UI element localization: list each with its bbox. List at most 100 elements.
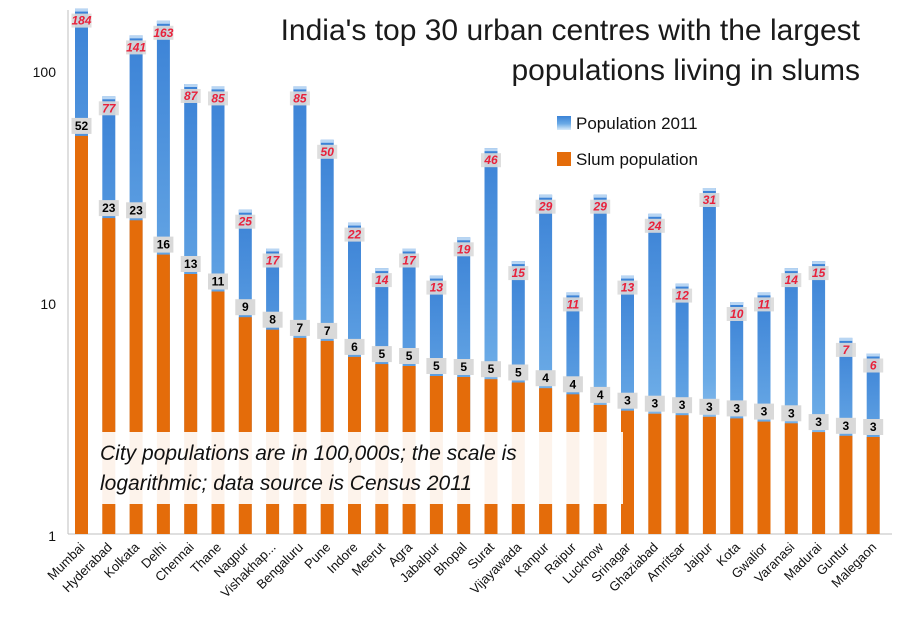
slum-label-bg-23 bbox=[699, 398, 720, 415]
slum-data-label-22: 3 bbox=[679, 398, 686, 412]
y-axis: 100 10 1 bbox=[33, 10, 69, 544]
slum-label-bg-3 bbox=[153, 236, 174, 253]
slum-data-label-18: 4 bbox=[570, 377, 577, 391]
population-bar-cap-0 bbox=[75, 8, 88, 12]
population-bar-cap-24 bbox=[730, 302, 744, 305]
slum-data-label-1: 23 bbox=[102, 201, 116, 215]
slum-label-bg-19 bbox=[590, 386, 611, 403]
slum-label-bg-9 bbox=[317, 322, 338, 339]
slum-data-label-0: 52 bbox=[75, 119, 89, 133]
population-bar-cap-16 bbox=[511, 261, 525, 265]
population-data-label-4: 87 bbox=[184, 89, 199, 103]
population-label-bg-14 bbox=[453, 242, 474, 257]
population-data-label-3: 163 bbox=[153, 26, 173, 40]
y-tick-label-100: 100 bbox=[33, 64, 57, 80]
slum-data-label-15: 5 bbox=[488, 362, 495, 376]
slum-label-bg-2 bbox=[126, 202, 147, 219]
annotation-background bbox=[88, 432, 623, 504]
population-label-bg-29 bbox=[863, 358, 884, 373]
population-data-label-23: 31 bbox=[703, 193, 717, 207]
slum-label-bg-21 bbox=[644, 395, 665, 412]
slum-data-label-25: 3 bbox=[761, 405, 768, 419]
population-data-label-1: 77 bbox=[102, 101, 117, 115]
slum-data-label-19: 4 bbox=[597, 388, 604, 402]
population-data-label-20: 13 bbox=[621, 281, 635, 295]
slum-label-bg-29 bbox=[863, 419, 884, 435]
population-data-label-2: 141 bbox=[126, 40, 146, 54]
slum-label-bg-4 bbox=[180, 256, 201, 272]
slum-data-label-10: 6 bbox=[351, 340, 358, 354]
population-data-label-12: 17 bbox=[402, 254, 417, 268]
slum-label-bg-13 bbox=[426, 358, 447, 374]
slum-bar-27 bbox=[812, 432, 826, 534]
legend-label-population: Population 2011 bbox=[576, 114, 698, 133]
slum-data-label-14: 5 bbox=[460, 360, 467, 374]
population-data-label-0: 184 bbox=[71, 14, 91, 28]
population-data-label-27: 15 bbox=[812, 266, 826, 280]
population-label-bg-1 bbox=[98, 101, 119, 116]
population-data-label-21: 24 bbox=[647, 219, 662, 233]
slum-label-bg-27 bbox=[808, 414, 829, 431]
population-label-bg-3 bbox=[153, 25, 174, 40]
population-data-label-6: 25 bbox=[238, 215, 253, 229]
slum-label-bg-22 bbox=[672, 397, 693, 414]
population-label-bg-2 bbox=[126, 40, 147, 55]
population-bar-cap-4 bbox=[184, 84, 198, 87]
slum-label-bg-26 bbox=[781, 405, 802, 422]
population-data-label-18: 11 bbox=[567, 297, 580, 311]
population-label-bg-12 bbox=[399, 253, 420, 268]
population-data-label-8: 85 bbox=[293, 91, 307, 105]
population-label-bg-5 bbox=[208, 91, 228, 106]
slum-label-bg-8 bbox=[289, 319, 310, 336]
slum-data-label-4: 13 bbox=[184, 257, 198, 271]
population-bar-cap-29 bbox=[866, 353, 880, 357]
slum-data-label-3: 16 bbox=[157, 238, 171, 252]
population-bar-cap-12 bbox=[402, 248, 416, 252]
population-data-label-13: 13 bbox=[430, 281, 444, 295]
population-label-bg-9 bbox=[317, 144, 338, 159]
population-bar-cap-26 bbox=[784, 268, 798, 272]
data-labels-layer: 1845277231412316316871385112591788575072… bbox=[71, 13, 884, 435]
slum-bar-0 bbox=[75, 135, 88, 534]
legend: Population 2011 Slum population bbox=[557, 114, 698, 169]
population-label-bg-25 bbox=[754, 297, 774, 312]
population-bar-cap-14 bbox=[457, 237, 471, 241]
slum-label-bg-28 bbox=[835, 417, 856, 434]
population-bar-cap-20 bbox=[621, 275, 634, 279]
slum-data-label-5: 11 bbox=[212, 275, 225, 289]
population-data-label-26: 14 bbox=[785, 273, 799, 287]
slum-label-bg-6 bbox=[235, 299, 256, 316]
population-bar-cap-6 bbox=[238, 209, 252, 213]
population-label-bg-13 bbox=[426, 280, 447, 295]
slum-label-bg-24 bbox=[726, 400, 747, 417]
population-label-bg-8 bbox=[289, 91, 310, 106]
slum-data-label-21: 3 bbox=[651, 397, 658, 411]
slum-data-label-28: 3 bbox=[843, 419, 850, 433]
population-data-label-29: 6 bbox=[870, 359, 877, 373]
slum-bar-25 bbox=[757, 421, 771, 534]
population-data-label-16: 15 bbox=[512, 266, 526, 280]
population-data-label-10: 22 bbox=[347, 228, 362, 242]
slum-bar-21 bbox=[648, 413, 662, 534]
x-tick-label-23: Jaipur bbox=[680, 539, 716, 575]
slum-label-bg-5 bbox=[208, 273, 228, 290]
population-bar-cap-13 bbox=[429, 275, 443, 279]
population-bar-cap-1 bbox=[102, 96, 116, 100]
slum-data-label-6: 9 bbox=[242, 300, 249, 314]
population-label-bg-15 bbox=[481, 153, 501, 168]
population-data-label-15: 46 bbox=[483, 153, 498, 167]
slum-label-bg-15 bbox=[481, 361, 501, 378]
population-label-bg-18 bbox=[562, 297, 583, 312]
slum-label-bg-14 bbox=[453, 359, 474, 375]
slum-label-bg-1 bbox=[98, 200, 119, 217]
population-label-bg-0 bbox=[71, 13, 92, 28]
slum-data-label-23: 3 bbox=[706, 400, 713, 414]
slum-bar-22 bbox=[675, 415, 689, 534]
population-bar-cap-25 bbox=[757, 292, 771, 296]
chart-title-line-2: populations living in slums bbox=[511, 54, 860, 87]
population-bar-cap-15 bbox=[484, 148, 498, 152]
population-data-label-28: 7 bbox=[843, 343, 851, 357]
population-label-bg-28 bbox=[835, 342, 856, 357]
slum-data-label-26: 3 bbox=[788, 406, 795, 420]
